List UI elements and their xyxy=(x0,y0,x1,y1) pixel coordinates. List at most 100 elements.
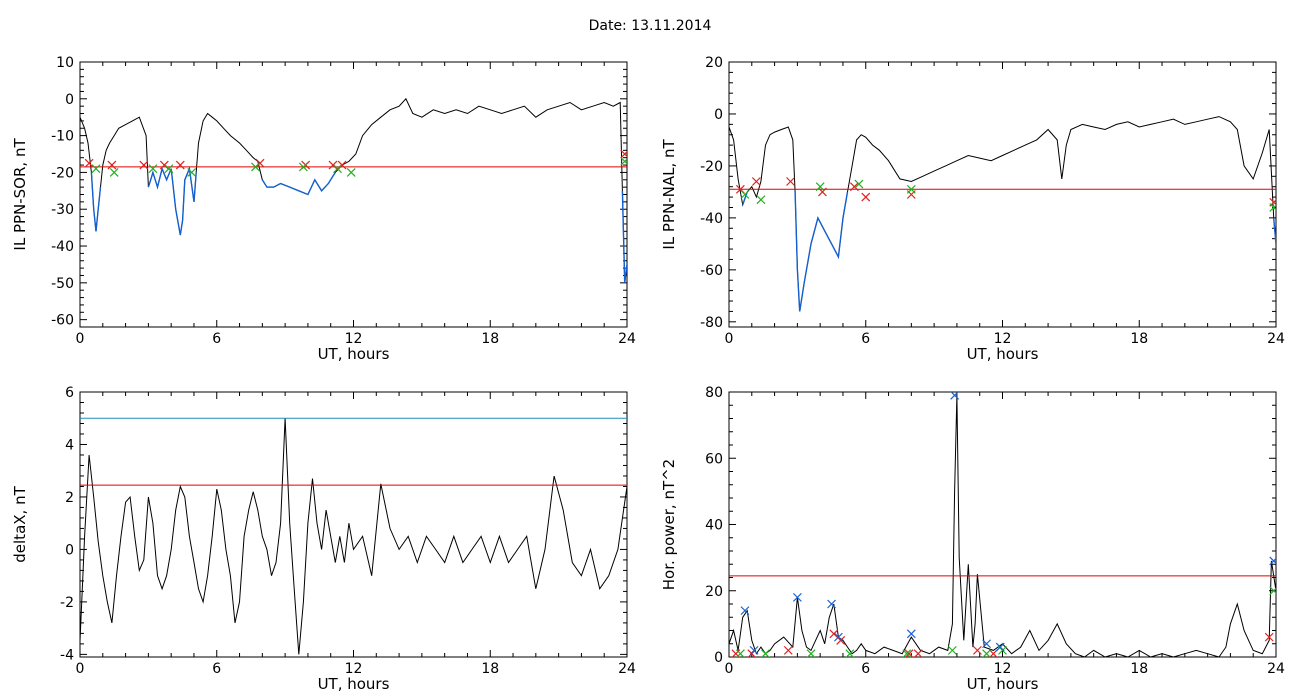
marker-blue xyxy=(906,629,916,639)
marker-red xyxy=(337,160,347,170)
below-threshold-line xyxy=(261,172,336,196)
x-tick-label: 24 xyxy=(1267,661,1285,677)
marker-green xyxy=(164,164,174,174)
x-tick-label: 24 xyxy=(618,661,636,677)
x-tick-label: 18 xyxy=(481,331,499,347)
page-title: Date: 13.11.2014 xyxy=(588,18,712,34)
marker-green xyxy=(902,649,912,657)
marker-green xyxy=(1269,587,1276,596)
marker-blue xyxy=(740,606,750,616)
y-tick-label: -40 xyxy=(51,239,74,255)
series-line xyxy=(80,97,627,283)
marker-green xyxy=(187,167,197,177)
x-tick-label: 0 xyxy=(76,331,85,347)
below-threshold-line xyxy=(90,172,102,232)
y-axis-title: IL PPN-NAL, nT xyxy=(660,139,678,250)
marker-blue xyxy=(1269,557,1276,566)
marker-red xyxy=(849,182,859,192)
plot-area xyxy=(729,392,1276,657)
x-tick-label: 18 xyxy=(1130,331,1148,347)
marker-green xyxy=(91,164,101,174)
marker-green xyxy=(333,164,342,174)
y-tick-label: 20 xyxy=(705,584,723,600)
marker-green xyxy=(906,184,916,194)
marker-green xyxy=(1269,204,1276,212)
y-tick-label: -10 xyxy=(51,129,74,145)
y-tick-label: -60 xyxy=(700,263,723,279)
y-tick-label: -50 xyxy=(51,276,74,292)
x-tick-label: 12 xyxy=(345,331,363,347)
y-axis-title: Hor. power, nT^2 xyxy=(660,459,678,590)
x-tick-label: 12 xyxy=(345,661,363,677)
marker-red xyxy=(735,184,745,194)
below-threshold-line xyxy=(794,191,849,312)
marker-red xyxy=(973,645,982,655)
chart-ppn-nal: 0 6 12 18 24 20 0 -20 -40 -60 -80 UT, hours IL PPN-N… xyxy=(660,55,1285,363)
marker-blue xyxy=(995,642,1005,652)
y-tick-label: 0 xyxy=(714,107,723,123)
x-tick-label: 0 xyxy=(76,661,85,677)
marker-red xyxy=(989,649,998,657)
y-tick-label: -20 xyxy=(51,165,74,181)
x-tick-label: 12 xyxy=(994,331,1012,347)
marker-red xyxy=(861,192,871,202)
x-tick-label: 6 xyxy=(861,661,870,677)
marker-red xyxy=(175,160,185,170)
y-tick-label: 0 xyxy=(65,542,74,558)
plot-frame xyxy=(728,391,1277,658)
y-axis-title: deltaX, nT xyxy=(11,485,29,562)
marker-red xyxy=(786,177,795,186)
marker-red xyxy=(914,649,923,657)
marker-green xyxy=(251,162,260,172)
marker-blue xyxy=(792,592,802,602)
plot-area xyxy=(729,116,1276,312)
marker-red xyxy=(255,158,265,168)
marker-green xyxy=(346,167,356,177)
marker-green xyxy=(845,649,855,657)
x-tick-label: 0 xyxy=(725,331,734,347)
x-tick-label: 18 xyxy=(1130,661,1148,677)
marker-green xyxy=(736,649,745,657)
x-axis-title: UT, hours xyxy=(967,345,1039,363)
marker-red xyxy=(620,150,627,159)
marker-red xyxy=(84,158,94,168)
marker-green xyxy=(740,190,750,199)
marker-green xyxy=(854,179,864,189)
marker-red xyxy=(751,177,761,186)
y-tick-label: 0 xyxy=(65,92,74,108)
x-axis-title: UT, hours xyxy=(318,345,390,363)
marker-blue xyxy=(982,639,991,649)
y-tick-label: 10 xyxy=(56,55,74,71)
below-threshold-line xyxy=(147,166,197,236)
y-tick-label: -2 xyxy=(60,595,74,611)
marker-green xyxy=(148,164,158,174)
x-tick-label: 18 xyxy=(481,661,499,677)
marker-green xyxy=(998,645,1007,655)
marker-green xyxy=(982,649,991,657)
marker-blue xyxy=(950,392,959,400)
marker-red xyxy=(836,636,846,645)
series-line xyxy=(80,418,627,655)
marker-red xyxy=(107,160,117,170)
below-threshold-line xyxy=(1273,217,1276,244)
marker-blue xyxy=(749,645,759,655)
y-tick-label: -80 xyxy=(700,315,723,331)
series-line xyxy=(729,116,1276,312)
marker-red xyxy=(328,160,338,170)
plot-frame xyxy=(79,391,628,658)
x-axis-title: UT, hours xyxy=(967,675,1039,693)
y-tick-label: 2 xyxy=(65,490,74,506)
marker-red xyxy=(904,649,914,657)
chart-ppn-sor: 0 6 12 18 24 10 0 -10 -20 -30 -40 -50 -60 UT, hours IL… xyxy=(11,55,636,363)
y-tick-label: 4 xyxy=(65,437,74,453)
y-tick-label: -40 xyxy=(700,211,723,227)
x-tick-label: 24 xyxy=(618,331,636,347)
chart-deltax: 0 6 12 18 24 6 4 2 0 -2 -4 UT, hours deltaX, nT xyxy=(11,385,636,693)
below-threshold-line xyxy=(621,190,627,283)
marker-green xyxy=(761,649,770,657)
below-threshold-line xyxy=(742,191,748,206)
x-tick-label: 6 xyxy=(212,661,221,677)
marker-green xyxy=(756,195,766,205)
plot-frame xyxy=(728,61,1277,328)
y-tick-label: 20 xyxy=(705,55,723,71)
